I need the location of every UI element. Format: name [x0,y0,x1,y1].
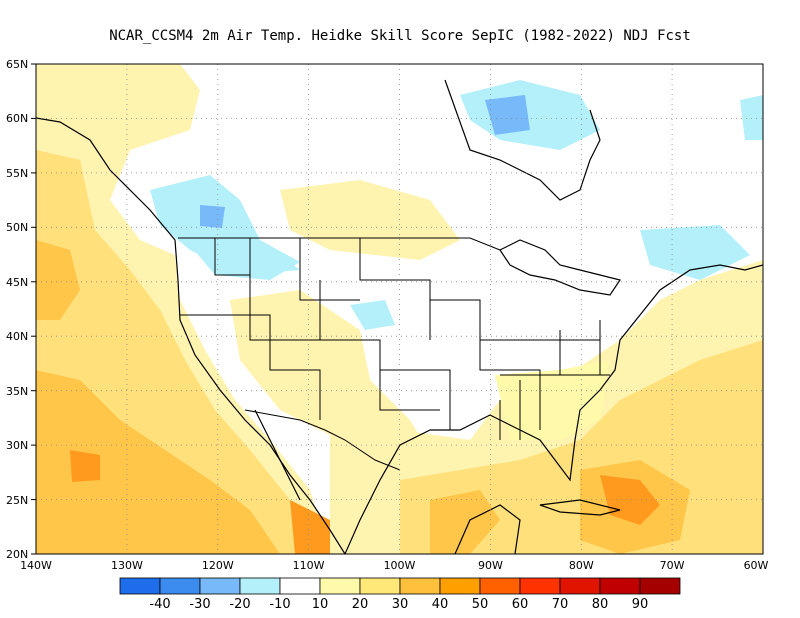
state-line-12 [499,380,521,440]
colorbar-swatch [559,577,601,595]
colorbar-swatch [199,577,241,595]
lon-label: 100W [384,559,416,572]
colorbar-swatch [359,577,401,595]
colorbar-swatch [639,577,681,595]
great-lakes-outline [499,239,621,296]
state-line-4 [359,238,431,340]
pacific-strong-shading [36,370,280,554]
lon-label: 130W [111,559,143,572]
southwest-light-shading [230,290,440,480]
colorbar-swatch [159,577,201,595]
us-canada-border [178,237,501,251]
graticule [36,64,763,554]
lon-label: 120W [202,559,234,572]
longitude-labels: 140W 130W 120W 110W 100W 90W 80W 70W 60W [20,559,768,572]
state-line-10 [299,238,360,301]
east-canada-cool-shading [740,95,763,140]
state-borders [178,237,610,471]
lon-label: 80W [569,559,594,572]
lat-label: 20N [6,548,28,561]
baja-coastline [254,409,301,501]
colorbar-swatch [279,577,321,595]
hudson-bay-outline [444,79,601,201]
lat-label: 45N [6,276,28,289]
bahamas-hot-spot [600,475,660,525]
state-line-3 [319,280,451,430]
pacific-strong-shading-2 [36,240,80,320]
colorbar-label: 80 [592,597,609,612]
colorbar-label: -10 [269,597,290,612]
southeast-light-shading [495,360,610,440]
colorbar-labels: -40 -30 -20 -10 10 20 30 40 50 60 70 80 90 [149,597,648,612]
cuba-outline [539,499,621,516]
colorbar-swatch [439,577,481,595]
colorbar-label: 10 [312,597,329,612]
axis-ticks [31,63,36,555]
caribbean-strong-shading [430,490,500,554]
lat-label: 65N [6,58,28,71]
colorbar-label: -20 [229,597,250,612]
colorbar-swatch [119,577,161,595]
state-line-6 [430,299,541,430]
colorbar-label: 50 [472,597,489,612]
lon-label: 110W [293,559,325,572]
yucatan-coastline [454,504,521,554]
colorbar-swatch [599,577,641,595]
canada-light-shading [280,180,460,260]
lat-label: 55N [6,167,28,180]
pacific-coastline [36,117,346,554]
state-line-5 [379,370,440,411]
shaded-field [36,64,763,554]
colorbar-swatch [519,577,561,595]
lon-label: 140W [20,559,52,572]
colorbar-swatch [399,577,441,595]
lat-label: 50N [6,221,28,234]
hudson-cool-core [485,95,530,135]
state-line-1 [249,238,320,341]
us-mexico-border [244,409,401,471]
colorbar-label: 20 [352,597,369,612]
state-line-9 [559,320,601,375]
coastlines [36,79,763,554]
great-plains-cool-shading [350,300,395,330]
colorbar-label: -30 [189,597,210,612]
colorbar-label: 70 [552,597,569,612]
latitude-labels: 65N 60N 55N 50N 45N 40N 35N 30N 25N 20N [6,58,28,561]
colorbar-label: 30 [392,597,409,612]
lon-label: 60W [744,559,769,572]
colorbar-label: -40 [149,597,170,612]
colorbar [119,577,681,595]
colorbar-label: 90 [632,597,649,612]
plot-frame [35,63,764,555]
map-title: NCAR_CCSM4 2m Air Temp. Heidke Skill Sco… [109,28,691,44]
lat-label: 25N [6,494,28,507]
lat-label: 35N [6,385,28,398]
lon-label: 70W [660,559,685,572]
lat-label: 40N [6,330,28,343]
state-line-11 [214,238,250,276]
colorbar-swatch [479,577,521,595]
colorbar-swatch [239,577,281,595]
western-canada-cool-core [200,205,225,228]
quebec-cool-shading [640,225,750,280]
state-line-2 [180,314,321,420]
pacific-hot-spot [70,450,100,482]
colorbar-label: 40 [432,597,449,612]
lon-label: 90W [478,559,503,572]
lat-label: 30N [6,439,28,452]
colorbar-label: 60 [512,597,529,612]
colorbar-swatch [319,577,361,595]
lat-label: 60N [6,112,28,125]
gulf-coastline [344,264,763,554]
